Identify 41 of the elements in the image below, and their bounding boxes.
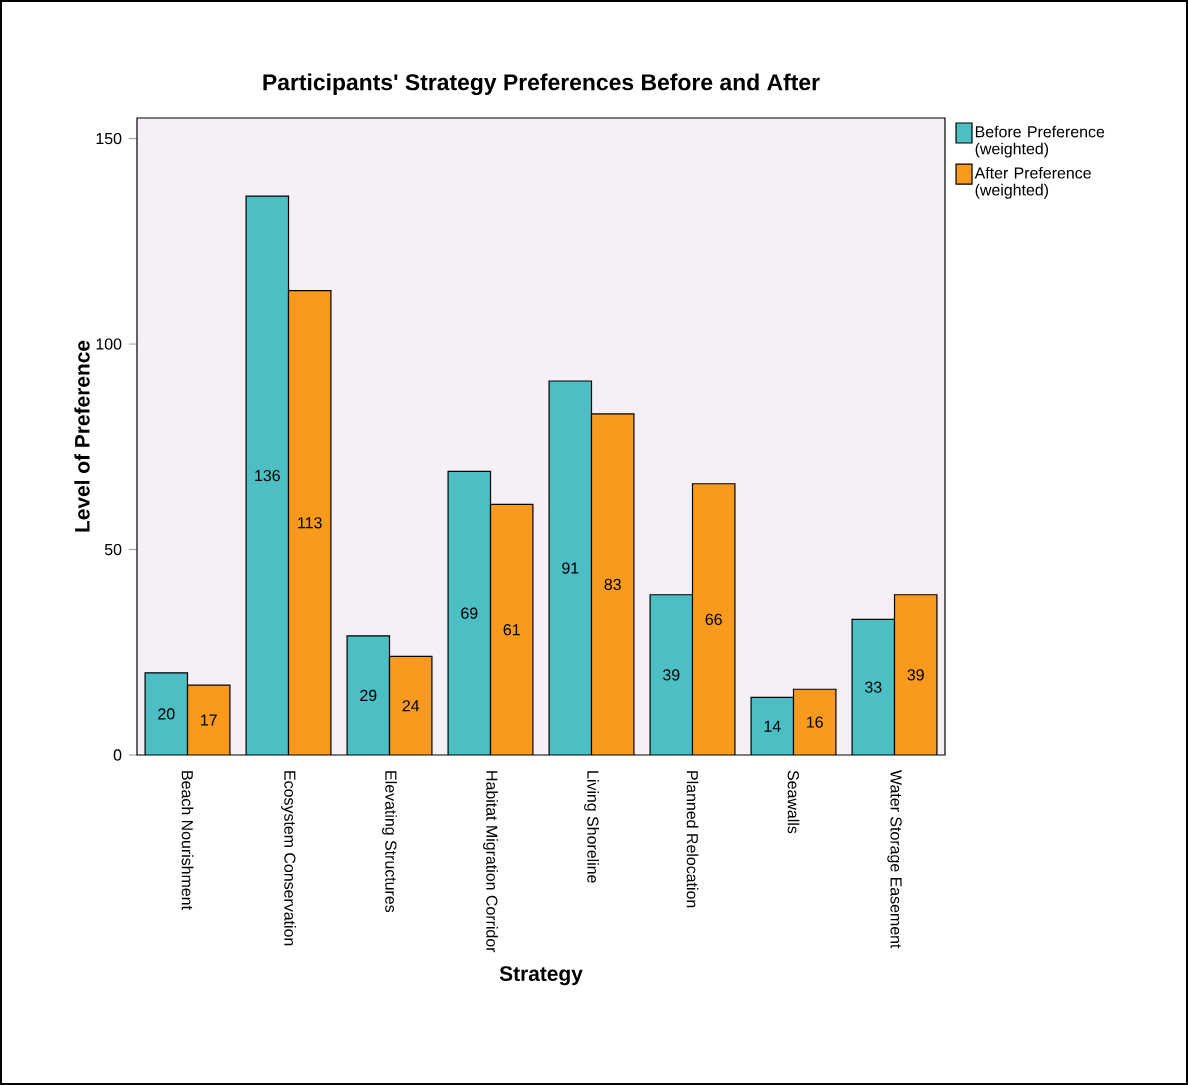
- bar: [245, 195, 290, 756]
- legend-label: Before Preference (weighted): [975, 125, 1105, 158]
- data-label: 113: [298, 517, 322, 529]
- data-label: 39: [907, 669, 924, 681]
- bar: [548, 380, 593, 756]
- data-label: 91: [562, 562, 579, 574]
- bar: [447, 470, 492, 756]
- y-tick-label: 100: [96, 338, 122, 350]
- data-label: 39: [663, 669, 680, 681]
- data-label: 61: [503, 624, 520, 636]
- bar: [346, 635, 391, 756]
- x-tick-label: Elevating Structures: [382, 771, 397, 913]
- x-tick-label: Beach Nourishment: [181, 771, 194, 910]
- x-tick-label: Seawalls: [787, 770, 800, 834]
- data-label: 16: [807, 716, 823, 728]
- y-axis-title: Level of Preference: [74, 340, 90, 532]
- data-label: 14: [764, 720, 781, 732]
- data-label: 20: [158, 708, 175, 720]
- y-tick-label: 50: [104, 543, 122, 556]
- x-axis-title: Strategy: [499, 966, 583, 986]
- bar: [851, 618, 896, 756]
- y-tick-label: 0: [113, 749, 122, 761]
- data-label: 66: [705, 613, 722, 626]
- bar: [144, 672, 189, 756]
- bar: [649, 594, 694, 756]
- data-label: 17: [201, 714, 217, 726]
- data-label: 29: [360, 689, 377, 702]
- data-label: 24: [402, 700, 420, 712]
- y-tick-label: 150: [96, 132, 122, 145]
- x-tick-label: Ecosystem Conservation: [281, 771, 296, 946]
- x-tick-label: Living Shoreline: [584, 771, 599, 883]
- bar: [750, 696, 795, 756]
- x-tick-label: Habitat Migration Corridor: [483, 771, 498, 953]
- legend-label: After Preference (weighted): [974, 166, 1091, 199]
- data-label: 136: [255, 469, 280, 482]
- x-tick-label: Planned Relocation: [686, 771, 699, 908]
- x-tick-label: Water Storage Easement: [887, 770, 902, 949]
- data-label: 33: [865, 681, 882, 693]
- chart-title: Participants' Strategy Preferences Before and After: [263, 73, 820, 95]
- data-label: 69: [461, 607, 478, 619]
- data-label: 83: [604, 578, 621, 591]
